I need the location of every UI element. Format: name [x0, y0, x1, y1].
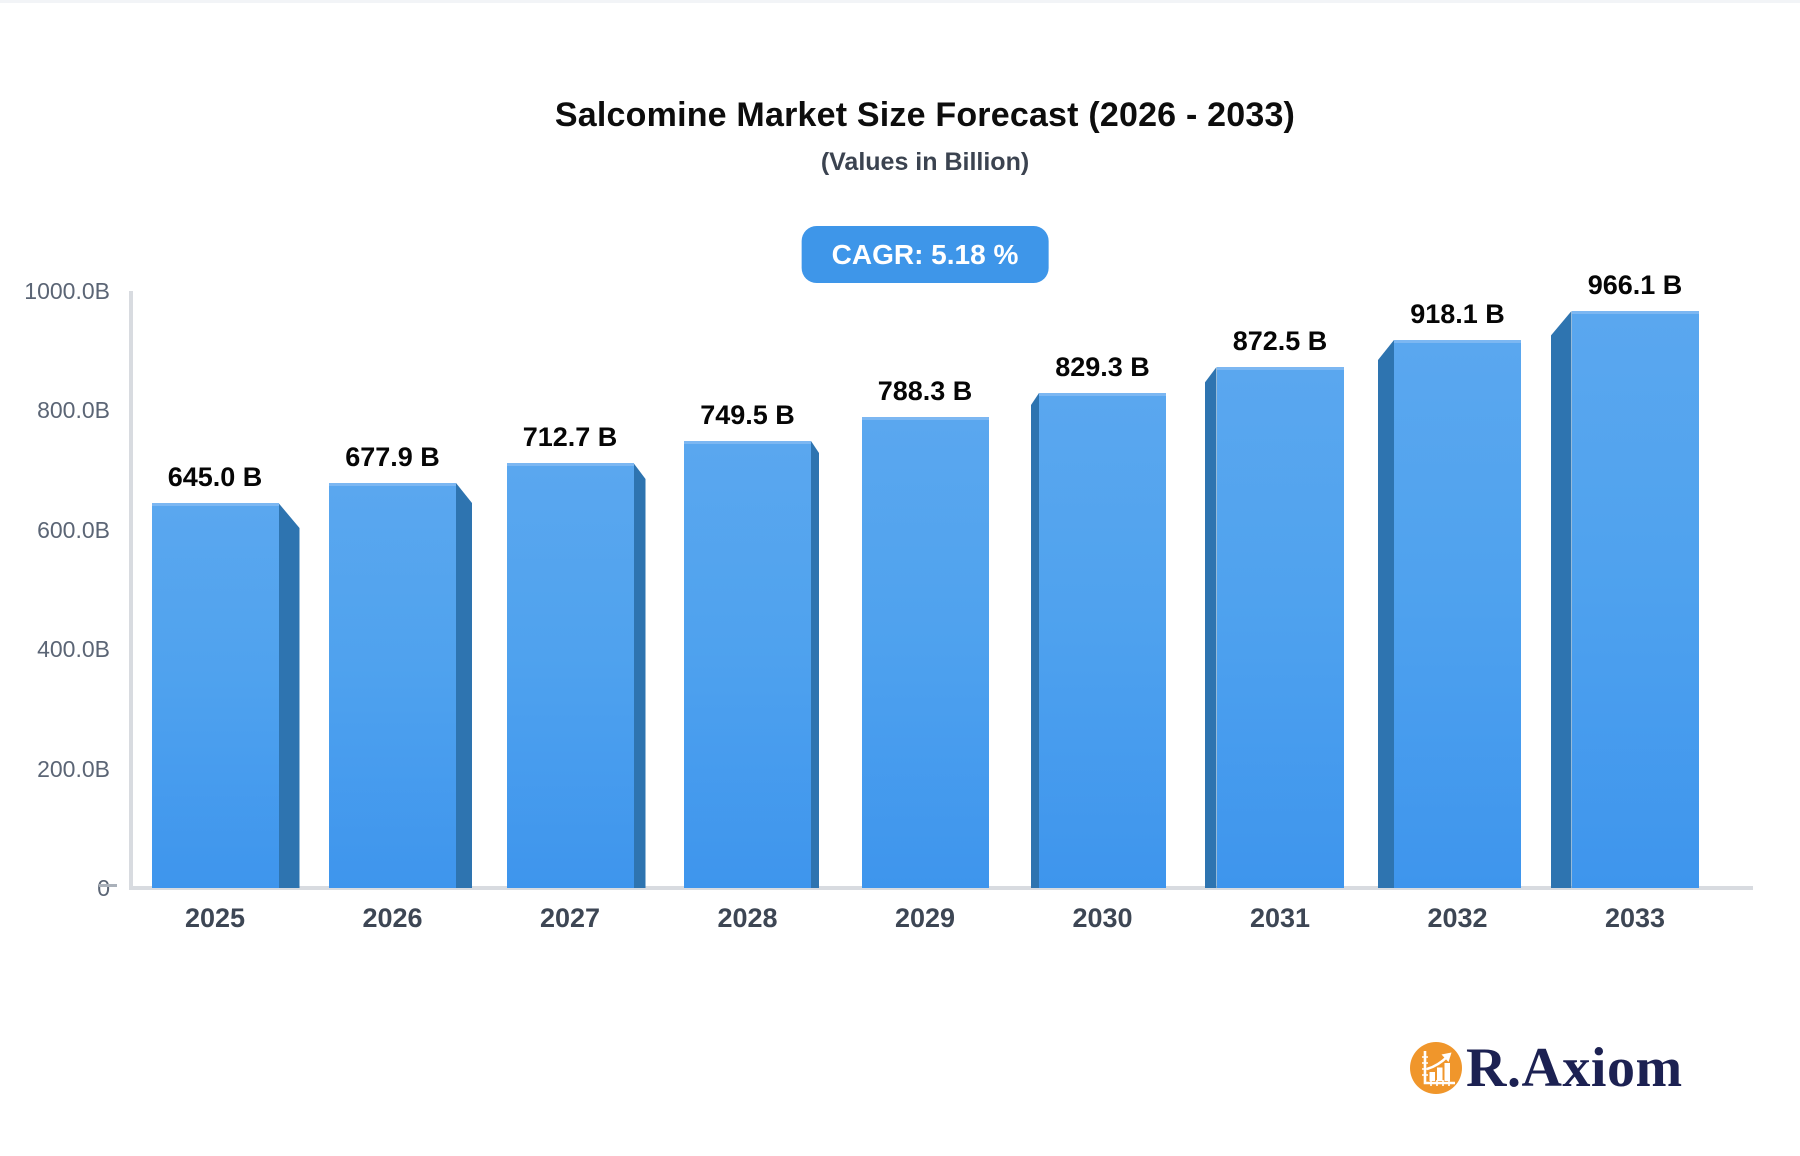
- x-axis-category-labels: 2025 2026 2027 2028 2029 2030 2031 2032 2033: [131, 903, 1751, 943]
- chart-subtitle: (Values in Billion): [820, 148, 1030, 176]
- y-axis-tick-label: 200.0B: [37, 755, 110, 782]
- bar-face: [684, 441, 811, 888]
- x-axis-label-2028: 2028: [717, 903, 778, 933]
- bar-side-face: [811, 441, 819, 888]
- bar-2032: 918.1 B: [1378, 291, 1521, 888]
- bar-2033: 966.1 B: [1550, 270, 1699, 888]
- bar-value-label: 645.0 B: [167, 462, 263, 492]
- bar-value-label: 712.7 B: [522, 422, 618, 452]
- y-axis-line: [129, 291, 133, 890]
- bar-face: [1571, 311, 1699, 888]
- bar-face: [329, 483, 456, 888]
- y-axis-tick-label: 1000.0B: [24, 278, 110, 304]
- bar-value-label: 872.5 B: [1232, 326, 1328, 356]
- x-axis-baseline: [129, 886, 1753, 890]
- bar-side-face: [456, 483, 472, 888]
- bar-face: [506, 463, 634, 888]
- bar-side-face: [1031, 393, 1039, 888]
- bar-side-face: [1550, 311, 1572, 888]
- x-axis-label-2032: 2032: [1427, 903, 1488, 933]
- cagr-badge: CAGR: 5.18 %: [801, 226, 1049, 283]
- bar-side-face: [633, 463, 646, 888]
- y-axis-tick-labels: 1000.0B 800.0B 600.0B 400.0B 200.0B 0: [0, 0, 110, 1156]
- bar-value-label: 788.3 B: [877, 376, 973, 406]
- bar-face: [151, 503, 279, 888]
- x-axis-label-2026: 2026: [362, 903, 423, 933]
- bar-chart-growth-icon: [1410, 1042, 1462, 1094]
- x-axis-label-2030: 2030: [1072, 903, 1133, 933]
- bar-face: [1394, 340, 1521, 888]
- bar-value-label: 677.9 B: [345, 442, 440, 472]
- bar-value-label: 749.5 B: [700, 400, 795, 430]
- bar-value-label: 966.1 B: [1587, 270, 1683, 300]
- brand-logo: R.Axiom: [1410, 1037, 1683, 1099]
- bar-2029: 788.3 B: [861, 291, 989, 888]
- x-axis-label-2033: 2033: [1604, 903, 1666, 933]
- x-axis-label-2025: 2025: [184, 903, 246, 933]
- bar-side-face: [1378, 340, 1394, 888]
- bars-plot-area: 645.0 B 677.9 B 712.7 B 749.5 B 788.3 B 829.3…: [131, 270, 1751, 888]
- bar-face: [861, 417, 989, 888]
- brand-name: R.Axiom: [1466, 1037, 1683, 1099]
- page-top-border: [0, 0, 1800, 3]
- x-axis-label-2031: 2031: [1249, 903, 1311, 933]
- bar-value-label: 829.3 B: [1055, 352, 1150, 382]
- bar-side-face: [1204, 367, 1217, 888]
- y-axis-tick-label: 800.0B: [37, 397, 110, 424]
- x-axis-label-2029: 2029: [894, 903, 956, 933]
- y-axis-tick-label: 400.0B: [37, 636, 110, 663]
- bar-2028: 749.5 B: [684, 291, 819, 888]
- bar-2031: 872.5 B: [1204, 291, 1344, 888]
- bar-2026: 677.9 B: [329, 291, 472, 888]
- bar-2025: 645.0 B: [151, 291, 300, 888]
- bar-face: [1216, 367, 1344, 888]
- bar-side-face: [278, 503, 300, 888]
- chart-title: Salcomine Market Size Forecast (2026 - 2…: [554, 96, 1296, 134]
- y-axis-tick-label: 0: [97, 875, 110, 901]
- bar-face: [1039, 393, 1166, 888]
- bar-2027: 712.7 B: [506, 291, 646, 888]
- y-axis-tick-label: 600.0B: [37, 516, 110, 543]
- bar-value-label: 918.1 B: [1410, 299, 1505, 329]
- x-axis-label-2027: 2027: [539, 903, 601, 933]
- zero-tick-mark: [99, 884, 117, 887]
- bar-2030: 829.3 B: [1031, 291, 1166, 888]
